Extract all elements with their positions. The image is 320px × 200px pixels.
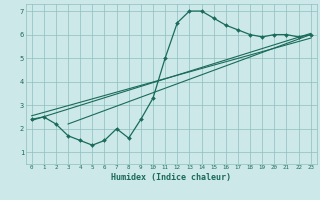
X-axis label: Humidex (Indice chaleur): Humidex (Indice chaleur) <box>111 173 231 182</box>
